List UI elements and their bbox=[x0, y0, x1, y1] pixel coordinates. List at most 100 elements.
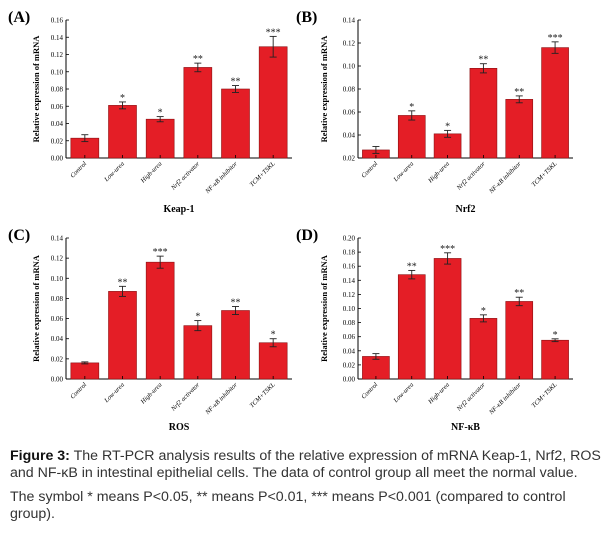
y-tick-label: 0.02 bbox=[343, 361, 356, 369]
significance-label: * bbox=[481, 306, 486, 317]
bar bbox=[108, 105, 137, 159]
bar bbox=[397, 115, 426, 159]
category-label: Low-urea bbox=[392, 160, 415, 183]
significance-label: * bbox=[409, 102, 414, 113]
y-axis-label: Relative expression of mRNA bbox=[319, 35, 329, 143]
significance-label: ** bbox=[193, 54, 203, 65]
y-tick-label: 0.10 bbox=[343, 63, 356, 71]
y-tick-label: 0.16 bbox=[51, 17, 64, 25]
category-label: High-urea bbox=[139, 381, 164, 406]
panel-letter: (B) bbox=[296, 9, 317, 26]
bar bbox=[469, 68, 498, 159]
bar bbox=[469, 318, 498, 380]
panel-letter: (D) bbox=[296, 227, 318, 244]
category-label: Control bbox=[69, 381, 88, 400]
y-tick-label: 0.00 bbox=[343, 376, 356, 384]
y-tick-label: 0.08 bbox=[51, 86, 64, 94]
significance-label: *** bbox=[153, 247, 168, 258]
category-label: TCM+TSKL bbox=[249, 381, 277, 409]
category-label: NF-κB inhibitor bbox=[204, 160, 240, 196]
figure-panels: (A) 0.00 0.02 0.04 0.06 0.08 0.10 0.12 0.14 0.16 R… bbox=[8, 9, 573, 433]
y-tick-label: 0.08 bbox=[51, 295, 64, 303]
bar bbox=[433, 133, 462, 159]
bar bbox=[108, 291, 137, 380]
y-tick-label: 0.14 bbox=[51, 235, 64, 243]
y-tick-label: 0.02 bbox=[51, 355, 64, 363]
y-tick-label: 0.10 bbox=[51, 275, 64, 283]
category-label: Nrf2 activator bbox=[169, 381, 201, 413]
category-label: TCM+TSKL bbox=[249, 160, 277, 188]
panel-letter: (C) bbox=[8, 227, 30, 244]
y-tick-label: 0.14 bbox=[51, 34, 64, 42]
category-label: Low-urea bbox=[103, 381, 126, 404]
y-tick-label: 0.06 bbox=[51, 315, 64, 323]
bar bbox=[221, 88, 250, 159]
significance-label: ** bbox=[514, 87, 524, 98]
y-tick-label: 0.04 bbox=[51, 335, 64, 343]
y-tick-label: 0.10 bbox=[343, 305, 356, 313]
panel-letter: (A) bbox=[8, 9, 30, 26]
bar bbox=[505, 99, 534, 159]
bar bbox=[505, 301, 534, 380]
y-tick-label: 0.14 bbox=[343, 17, 356, 25]
y-tick-label: 0.10 bbox=[51, 68, 64, 76]
y-tick-label: 0.04 bbox=[343, 347, 356, 355]
figure-caption: Figure 3: The RT-PCR analysis results of… bbox=[10, 448, 602, 530]
y-axis-label: Relative expression of mRNA bbox=[31, 254, 41, 362]
y-tick-label: 0.12 bbox=[343, 40, 356, 48]
x-axis-label: ROS bbox=[169, 422, 190, 433]
significance-label: *** bbox=[440, 244, 455, 255]
category-label: Nrf2 activator bbox=[455, 160, 487, 192]
category-label: Control bbox=[360, 381, 379, 400]
significance-label: * bbox=[120, 93, 125, 104]
y-axis-label: Relative expression of mRNA bbox=[31, 35, 41, 143]
category-label: Nrf2 activator bbox=[455, 381, 487, 413]
significance-label: ** bbox=[118, 277, 128, 288]
y-tick-label: 0.04 bbox=[343, 132, 356, 140]
category-label: Low-urea bbox=[103, 160, 126, 183]
x-axis-label: Keap-1 bbox=[163, 204, 194, 215]
category-label: High-urea bbox=[139, 160, 164, 185]
y-tick-label: 0.02 bbox=[51, 137, 64, 145]
bar bbox=[362, 356, 390, 380]
caption-main: Figure 3: The RT-PCR analysis results of… bbox=[10, 448, 602, 482]
category-label: High-urea bbox=[426, 160, 451, 185]
significance-label: ** bbox=[231, 297, 241, 308]
x-axis-label: NF-κB bbox=[451, 422, 480, 433]
bar bbox=[183, 67, 213, 159]
caption-figure-label: Figure 3: bbox=[10, 448, 70, 464]
significance-label: ** bbox=[514, 288, 524, 299]
y-tick-label: 0.06 bbox=[343, 333, 356, 341]
y-tick-label: 0.06 bbox=[51, 103, 64, 111]
category-label: TCM+TSKL bbox=[531, 381, 559, 409]
category-label: NF-κB inhibitor bbox=[204, 381, 240, 417]
chart-panel-2: (B) 0.02 0.04 0.06 0.08 0.10 0.12 0.14 Relative … bbox=[296, 9, 573, 215]
chart-panel-3: (C) 0.00 0.02 0.04 0.06 0.08 0.10 0.12 0.14 Relat… bbox=[8, 227, 292, 433]
y-axis-label: Relative expression of mRNA bbox=[319, 254, 329, 362]
y-tick-label: 0.02 bbox=[343, 155, 356, 163]
significance-label: *** bbox=[266, 27, 281, 38]
category-label: Control bbox=[69, 160, 88, 179]
y-tick-label: 0.04 bbox=[51, 120, 64, 128]
significance-label: * bbox=[553, 330, 558, 341]
significance-label: * bbox=[271, 330, 276, 341]
significance-label: ** bbox=[478, 55, 488, 66]
x-axis-label: Nrf2 bbox=[456, 204, 476, 215]
y-tick-label: 0.12 bbox=[51, 51, 64, 59]
y-tick-label: 0.06 bbox=[343, 109, 356, 117]
significance-label: ** bbox=[407, 261, 417, 272]
bar bbox=[145, 118, 175, 159]
category-label: Control bbox=[360, 160, 379, 179]
caption-note: The symbol * means P<0.05, ** means P<0.… bbox=[10, 489, 566, 522]
y-tick-label: 0.08 bbox=[343, 86, 356, 94]
bar bbox=[433, 258, 462, 380]
category-label: NF-κB inhibitor bbox=[487, 160, 523, 196]
y-tick-label: 0.08 bbox=[343, 319, 356, 327]
bar bbox=[258, 342, 288, 380]
significance-label: * bbox=[158, 108, 163, 119]
category-label: NF-κB inhibitor bbox=[487, 381, 523, 417]
category-label: High-urea bbox=[426, 381, 451, 406]
y-tick-label: 0.12 bbox=[343, 291, 356, 299]
significance-label: * bbox=[445, 121, 450, 132]
significance-label: ** bbox=[231, 77, 241, 88]
